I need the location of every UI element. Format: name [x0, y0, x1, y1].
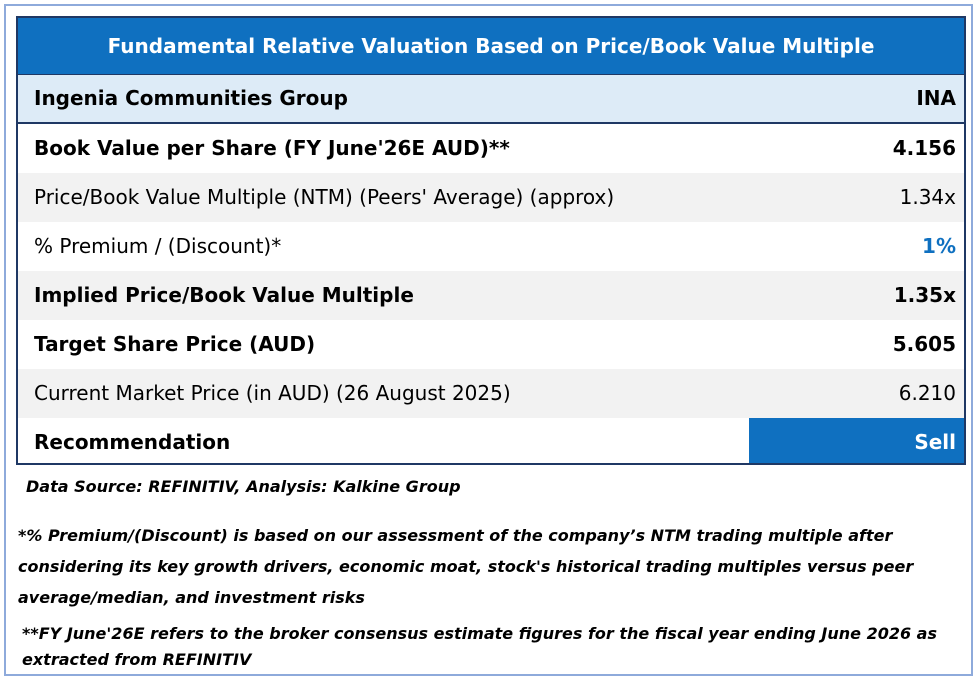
row-value: 5.605	[892, 332, 956, 356]
target-price-row: Target Share Price (AUD) 5.605	[18, 320, 964, 369]
recommendation-value: Sell	[749, 418, 964, 463]
row-label: Implied Price/Book Value Multiple	[34, 283, 414, 307]
premium-discount-row: % Premium / (Discount)* 1%	[18, 222, 964, 271]
valuation-table: Fundamental Relative Valuation Based on …	[16, 16, 966, 465]
row-value: 4.156	[892, 136, 956, 160]
company-ticker: INA	[916, 86, 956, 110]
row-label: Book Value per Share (FY June'26E AUD)**	[34, 136, 510, 160]
book-value-row: Book Value per Share (FY June'26E AUD)**…	[18, 124, 964, 173]
implied-multiple-row: Implied Price/Book Value Multiple 1.35x	[18, 271, 964, 320]
company-row: Ingenia Communities Group INA	[18, 75, 964, 124]
row-value: 1.34x	[899, 185, 956, 209]
footnotes: Data Source: REFINITIV, Analysis: Kalkin…	[18, 471, 958, 673]
premium-footnote: *% Premium/(Discount) is based on our as…	[18, 526, 914, 607]
fy-footnote: **FY June'26E refers to the broker conse…	[22, 624, 937, 669]
row-value: 1.35x	[893, 283, 956, 307]
table-title: Fundamental Relative Valuation Based on …	[18, 18, 964, 75]
company-name: Ingenia Communities Group	[34, 86, 348, 110]
valuation-card: Fundamental Relative Valuation Based on …	[4, 4, 973, 676]
row-label: Price/Book Value Multiple (NTM) (Peers' …	[34, 185, 615, 209]
recommendation-label: Recommendation	[34, 430, 231, 454]
row-value: 1%	[922, 234, 956, 258]
row-value: 6.210	[898, 381, 956, 405]
row-label: % Premium / (Discount)*	[34, 234, 282, 258]
row-label: Target Share Price (AUD)	[34, 332, 316, 356]
data-source-note: Data Source: REFINITIV, Analysis: Kalkin…	[26, 477, 461, 496]
row-label: Current Market Price (in AUD) (26 August…	[34, 381, 511, 405]
peer-multiple-row: Price/Book Value Multiple (NTM) (Peers' …	[18, 173, 964, 222]
recommendation-row: Recommendation Sell	[18, 418, 964, 463]
current-price-row: Current Market Price (in AUD) (26 August…	[18, 369, 964, 418]
